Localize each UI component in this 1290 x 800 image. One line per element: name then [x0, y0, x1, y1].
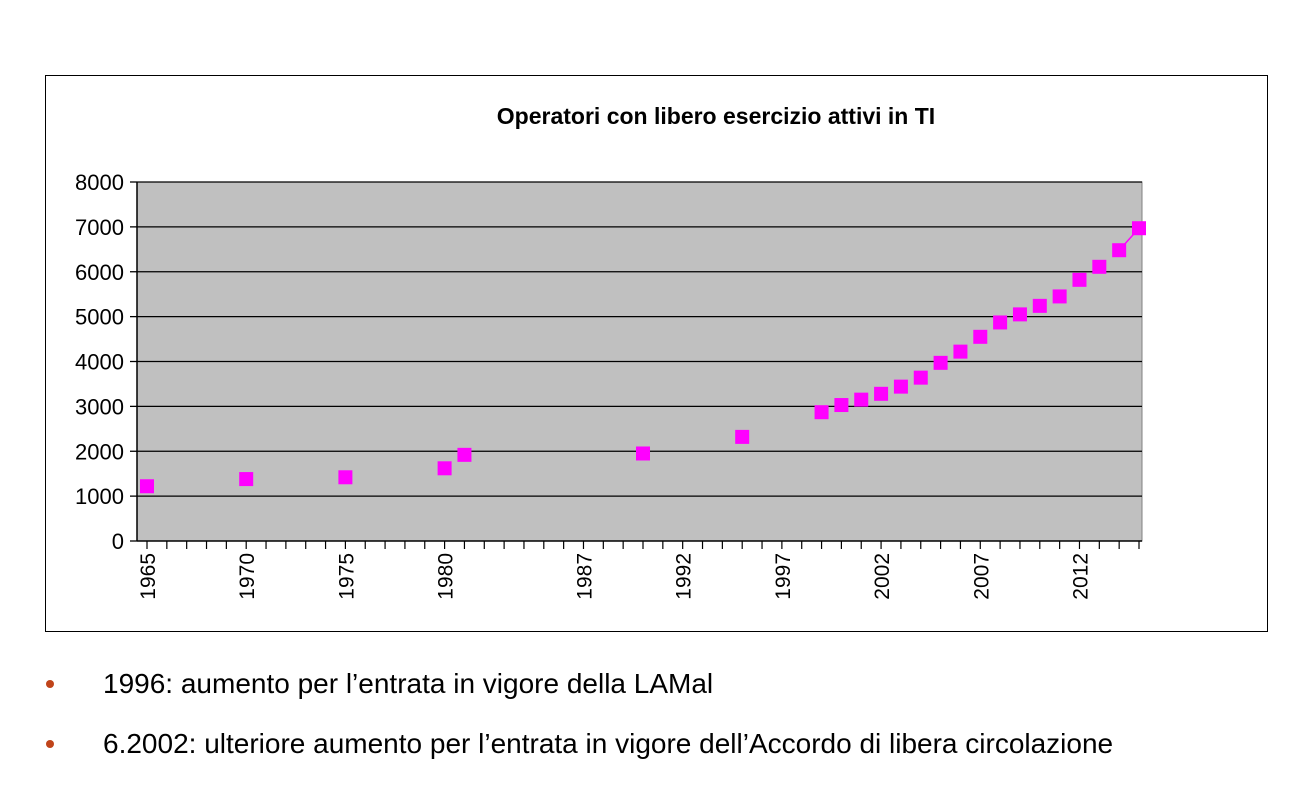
- x-tick-label: 1997: [772, 553, 795, 600]
- x-tick-label: 1965: [137, 553, 160, 600]
- data-point: [953, 344, 968, 359]
- x-tick-label: 1980: [435, 553, 458, 600]
- data-point: [834, 398, 849, 413]
- bullet-list: 1996: aumento per l’entrata in vigore de…: [45, 668, 1275, 788]
- x-tick-label: 2012: [1069, 553, 1092, 600]
- data-point: [1012, 307, 1027, 322]
- bullet-text: 1996: aumento per l’entrata in vigore de…: [103, 668, 714, 699]
- x-tick-label: 2002: [871, 553, 894, 600]
- data-point: [1112, 243, 1127, 258]
- data-point: [993, 315, 1008, 330]
- data-point: [1092, 259, 1107, 274]
- bullet-item: 1996: aumento per l’entrata in vigore de…: [45, 668, 1275, 728]
- data-point: [140, 479, 154, 494]
- bullet-icon: [46, 680, 54, 688]
- bullet-item: 6.2002: ulteriore aumento per l’entrata …: [45, 728, 1275, 788]
- y-tick-label: 3000: [75, 394, 124, 419]
- data-point: [239, 472, 254, 487]
- y-tick-label: 0: [112, 529, 124, 554]
- data-point: [636, 446, 650, 461]
- chart-title: Operatori con libero esercizio attivi in…: [497, 103, 935, 129]
- y-tick-label: 6000: [75, 260, 124, 285]
- y-tick-label: 7000: [75, 215, 124, 240]
- chart-container: Operatori con libero esercizio attivi in…: [45, 75, 1268, 632]
- data-point: [933, 355, 948, 370]
- data-point: [1132, 221, 1146, 236]
- y-tick-label: 1000: [75, 484, 124, 509]
- scatter-chart: Operatori con libero esercizio attivi in…: [75, 103, 1146, 600]
- data-point: [913, 370, 928, 385]
- x-tick-label: 1987: [573, 553, 596, 600]
- y-tick-label: 5000: [75, 305, 124, 330]
- data-point: [814, 405, 829, 420]
- bullet-icon: [46, 740, 54, 748]
- data-point: [893, 379, 908, 394]
- y-tick-label: 4000: [75, 350, 124, 375]
- data-point: [338, 470, 353, 485]
- data-point: [457, 447, 472, 462]
- data-point: [854, 392, 869, 407]
- x-tick-label: 1975: [335, 553, 358, 600]
- data-point: [973, 329, 988, 344]
- y-tick-label: 8000: [75, 170, 124, 195]
- bullet-text: 6.2002: ulteriore aumento per l’entrata …: [103, 728, 1114, 759]
- data-point: [735, 429, 750, 444]
- x-tick-label: 1970: [236, 553, 259, 600]
- x-tick-label: 1992: [673, 553, 696, 600]
- x-tick-label: 2007: [970, 553, 993, 600]
- data-point: [1072, 272, 1087, 287]
- data-point: [437, 461, 452, 476]
- data-point: [874, 386, 889, 401]
- data-point: [1052, 289, 1067, 304]
- data-point: [1032, 298, 1047, 313]
- y-tick-label: 2000: [75, 439, 124, 464]
